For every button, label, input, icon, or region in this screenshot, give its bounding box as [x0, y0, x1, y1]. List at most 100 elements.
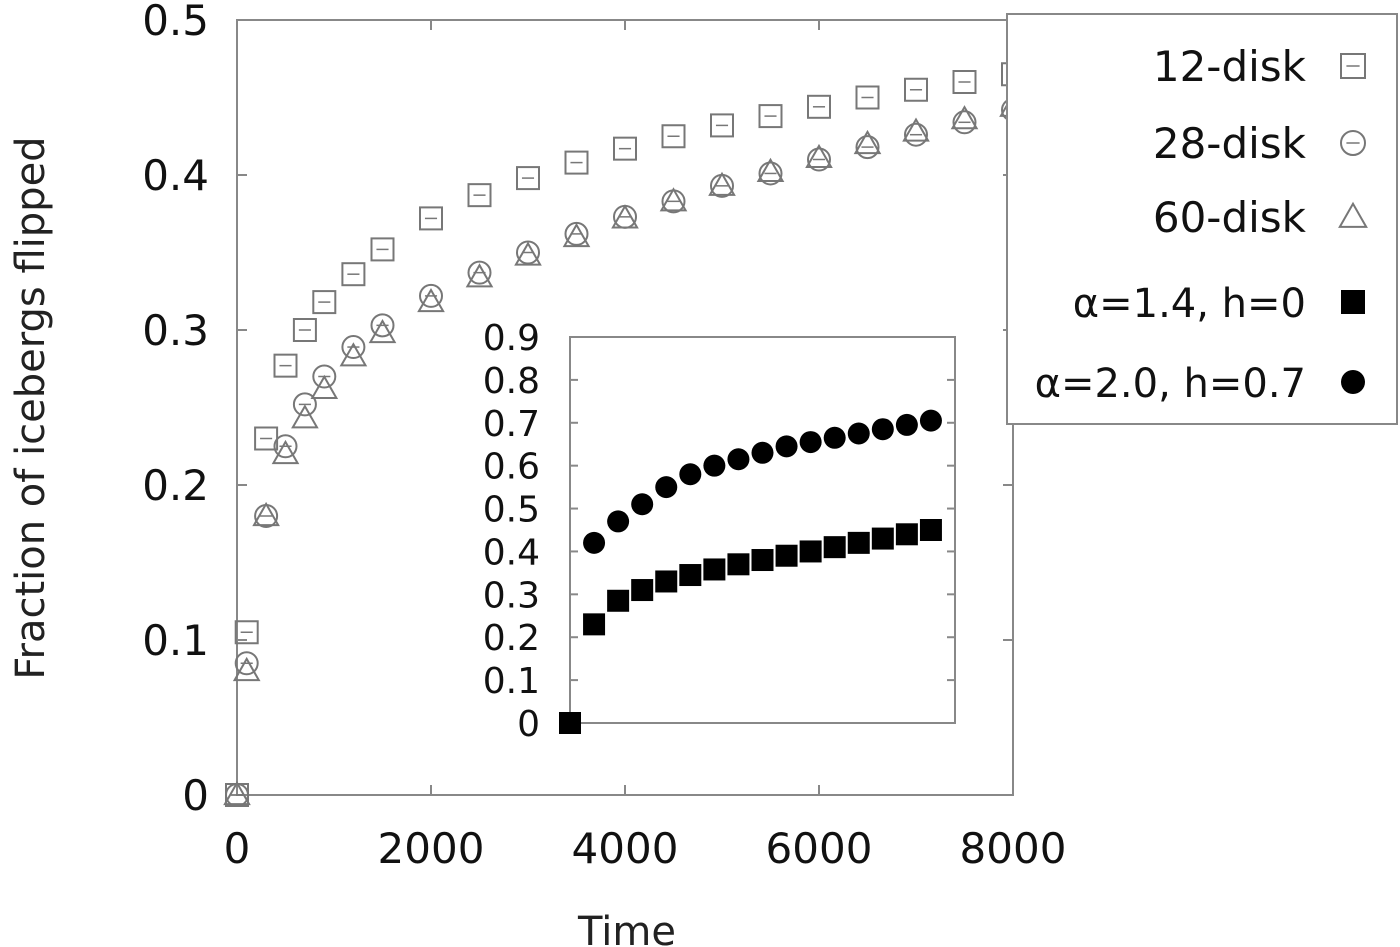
- y-tick-label: 0.2: [142, 461, 209, 510]
- legend-marker: [1341, 370, 1365, 394]
- x-tick-label: 0: [224, 824, 251, 873]
- data-point: [312, 290, 337, 315]
- data-point: [232, 656, 261, 682]
- data-point: [710, 113, 734, 138]
- data-point: [514, 241, 542, 266]
- x-axis-label: Time: [577, 909, 676, 947]
- data-point: [292, 318, 317, 342]
- inset-data-point: [847, 531, 870, 554]
- data-point: [310, 374, 339, 399]
- inset-data-point: [775, 544, 798, 567]
- inset-data-point: [799, 540, 822, 563]
- data-point: [419, 206, 443, 231]
- data-point: [904, 122, 928, 147]
- data-point: [234, 651, 259, 676]
- data-point: [613, 136, 637, 161]
- data-point: [756, 157, 785, 182]
- inset-data-point: [895, 413, 918, 436]
- data-point: [807, 94, 831, 119]
- inset-y-tick-label: 0.9: [483, 318, 540, 359]
- inset-data-point: [559, 712, 581, 734]
- y-tick-label: 0.1: [142, 616, 209, 665]
- inset-y-tick-label: 0.2: [483, 618, 540, 659]
- data-point: [853, 129, 882, 155]
- inset-data-point: [751, 441, 774, 464]
- inset-y-tick-label: 0.8: [483, 361, 540, 402]
- inset-plot: 00.10.20.30.40.50.60.70.80.9: [483, 318, 956, 745]
- inset-data-point: [655, 476, 678, 499]
- inset-data-point: [607, 510, 630, 533]
- y-tick-label: 0.3: [142, 306, 209, 355]
- inset-data-point: [799, 431, 822, 454]
- data-point: [370, 313, 395, 338]
- data-point: [611, 204, 639, 229]
- data-point: [516, 166, 540, 191]
- inset-data-point: [847, 422, 870, 445]
- inset-data-point: [703, 454, 726, 477]
- data-point: [291, 404, 319, 429]
- data-point: [312, 364, 337, 389]
- data-point: [661, 124, 686, 149]
- legend-label: α=2.0, h=0.7: [1035, 361, 1306, 407]
- inset-data-point: [895, 523, 918, 546]
- data-point: [273, 434, 298, 459]
- x-tick-label: 4000: [572, 824, 679, 873]
- inset-data-point: [919, 519, 942, 541]
- data-point: [904, 77, 928, 102]
- inset-data-point: [823, 536, 846, 559]
- x-tick-label: 6000: [766, 824, 873, 873]
- y-axis-label: Fraction of icebergs flipped: [8, 136, 54, 679]
- inset-data-point: [679, 463, 702, 486]
- inset-y-tick-label: 0.3: [483, 575, 540, 616]
- data-point: [902, 117, 930, 142]
- data-point: [252, 501, 280, 527]
- data-point: [758, 161, 783, 186]
- legend-label: 60-disk: [1153, 193, 1307, 242]
- inset-data-point: [727, 448, 750, 471]
- inset-data-point: [751, 549, 774, 572]
- data-point: [370, 237, 395, 262]
- legend: 12-disk 28-disk 60-disk α=1.4, h=0 α=2.0, h=…: [1006, 13, 1398, 425]
- data-point: [467, 260, 492, 285]
- legend-box: [1006, 13, 1398, 425]
- y-tick-label: 0: [182, 771, 209, 820]
- data-point: [465, 263, 494, 288]
- inset-y-tick-label: 0.1: [483, 661, 540, 702]
- data-point: [223, 780, 251, 806]
- data-point: [292, 392, 317, 417]
- inset-data-point: [583, 613, 606, 636]
- legend-label: 28-disk: [1153, 119, 1307, 168]
- data-point: [417, 287, 445, 313]
- data-point: [271, 439, 300, 465]
- inset-data-point: [703, 558, 726, 581]
- y-tick-label: 0.4: [142, 151, 209, 200]
- legend-marker: [1341, 290, 1365, 314]
- legend-marker: [1340, 53, 1366, 79]
- data-point: [341, 335, 366, 360]
- data-point: [341, 262, 366, 287]
- inset-data-point: [655, 570, 678, 593]
- main-plot: 00.10.20.30.40.50 2000 4000 6000 8000TimeFra…: [8, 0, 1066, 947]
- x-tick-label: 2000: [378, 824, 485, 873]
- y-tick-label: 0.5: [142, 0, 209, 45]
- legend-label: α=1.4, h=0: [1073, 281, 1306, 327]
- inset-data-point: [871, 418, 894, 441]
- data-point: [855, 85, 880, 110]
- data-point: [467, 183, 492, 208]
- inset-data-point: [871, 527, 894, 550]
- data-point: [952, 70, 977, 94]
- inset-y-tick-label: 0.4: [483, 532, 540, 573]
- data-point: [807, 147, 831, 172]
- inset-y-tick-label: 0: [517, 704, 540, 745]
- data-point: [339, 342, 368, 367]
- inset-data-point: [631, 493, 654, 516]
- data-point: [419, 283, 443, 308]
- x-tick-label: 8000: [960, 824, 1067, 873]
- inset-y-tick-label: 0.6: [483, 447, 540, 488]
- inset-data-point: [775, 435, 798, 458]
- data-point: [564, 150, 589, 175]
- data-point: [234, 620, 259, 645]
- inset-data-point: [919, 409, 942, 432]
- data-point: [708, 171, 736, 196]
